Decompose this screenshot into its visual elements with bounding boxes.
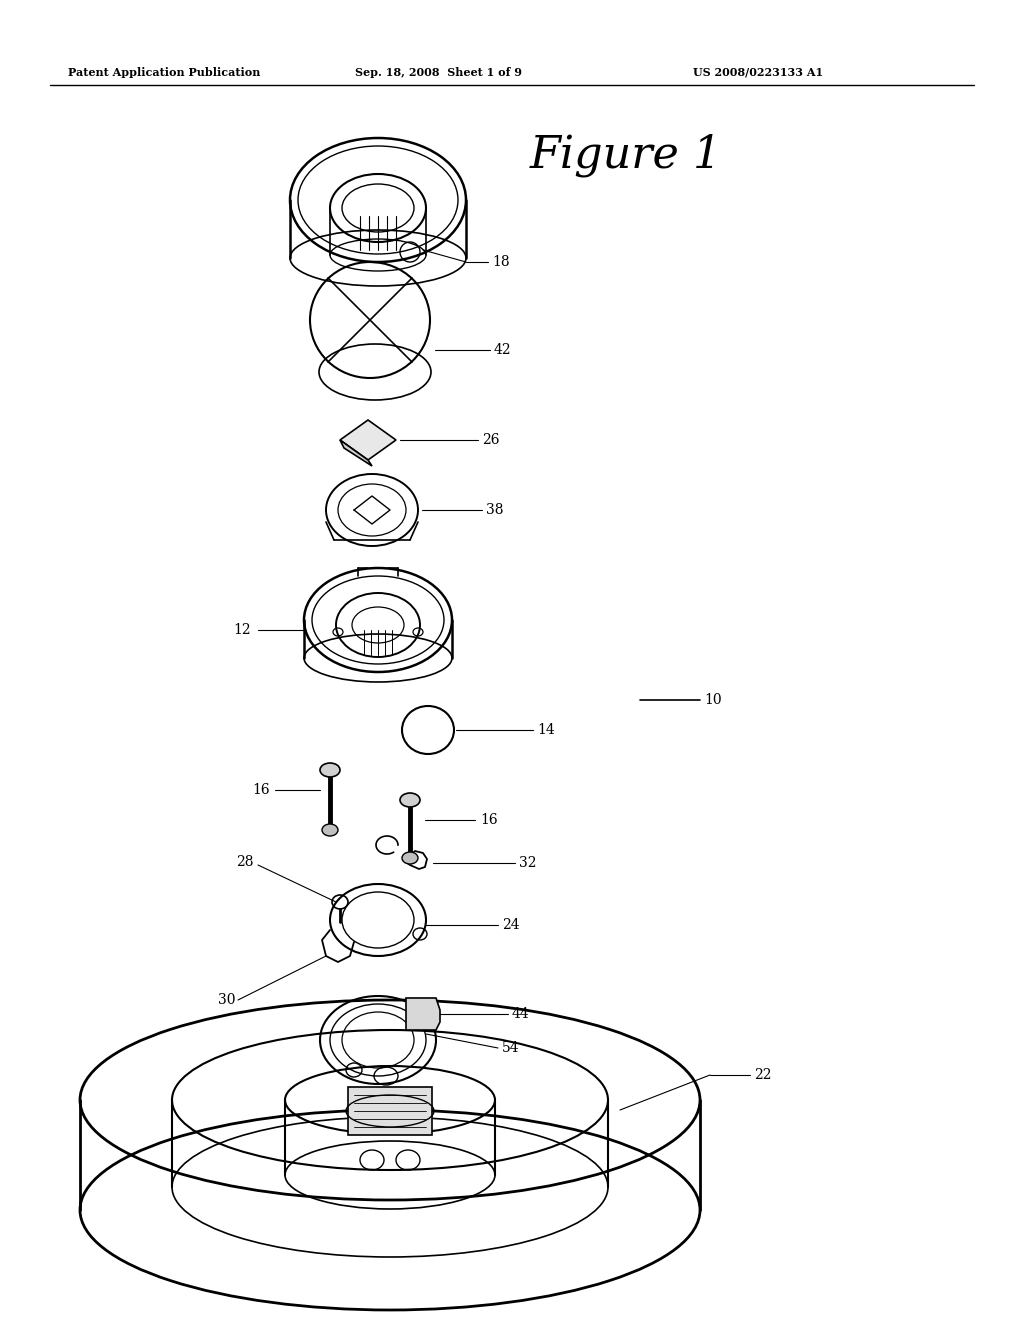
Text: 16: 16	[480, 813, 498, 828]
Text: US 2008/0223133 A1: US 2008/0223133 A1	[693, 66, 823, 78]
Text: 16: 16	[252, 783, 269, 797]
Text: 12: 12	[233, 623, 251, 638]
Ellipse shape	[400, 793, 420, 807]
Polygon shape	[348, 1086, 432, 1135]
Ellipse shape	[322, 824, 338, 836]
Text: Sep. 18, 2008  Sheet 1 of 9: Sep. 18, 2008 Sheet 1 of 9	[355, 66, 522, 78]
Text: 14: 14	[537, 723, 555, 737]
Text: 26: 26	[482, 433, 500, 447]
Polygon shape	[406, 998, 440, 1030]
Text: 42: 42	[494, 343, 512, 356]
Text: Patent Application Publication: Patent Application Publication	[68, 66, 260, 78]
Text: 10: 10	[705, 693, 722, 708]
Ellipse shape	[402, 851, 418, 865]
Text: 38: 38	[486, 503, 504, 517]
Text: 24: 24	[502, 917, 519, 932]
Ellipse shape	[319, 763, 340, 777]
Text: 44: 44	[512, 1007, 529, 1020]
Text: 32: 32	[519, 855, 537, 870]
Text: 30: 30	[218, 993, 236, 1007]
Text: 28: 28	[236, 855, 254, 869]
Text: 54: 54	[502, 1041, 519, 1055]
Text: 18: 18	[492, 255, 510, 269]
Text: Figure 1: Figure 1	[530, 133, 722, 177]
Polygon shape	[340, 420, 396, 459]
Text: 22: 22	[754, 1068, 771, 1082]
Polygon shape	[340, 440, 372, 466]
